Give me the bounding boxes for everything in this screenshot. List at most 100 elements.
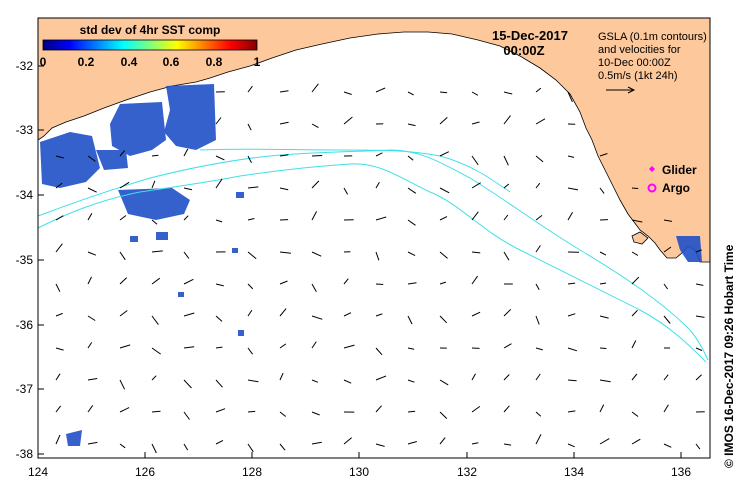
- velocity-arrow: [503, 155, 509, 166]
- y-tick-label: -32: [16, 59, 34, 73]
- velocity-arrow: [663, 246, 672, 253]
- velocity-arrow: [599, 438, 610, 445]
- velocity-arrow: [119, 277, 128, 285]
- copyright-stamp: © IMOS 16-Dec-2017 09:26 Hobart Time: [722, 244, 736, 468]
- title-time: 00:00Z: [503, 43, 544, 58]
- velocity-arrow: [631, 251, 639, 256]
- x-tick-label: 126: [135, 465, 155, 479]
- velocity-arrow: [439, 251, 448, 259]
- velocity-arrow: [183, 312, 195, 317]
- velocity-arrow: [407, 219, 416, 226]
- glider-marker-icon: [649, 166, 655, 172]
- velocity-arrow: [503, 251, 510, 261]
- velocity-arrow: [439, 411, 448, 419]
- velocity-arrow: [343, 116, 353, 125]
- velocity-arrow: [183, 443, 189, 451]
- velocity-arrow: [503, 374, 510, 381]
- velocity-arrow: [151, 219, 158, 225]
- velocity-arrow: [183, 379, 192, 389]
- velocity-arrow: [471, 211, 479, 221]
- velocity-arrow: [471, 182, 481, 189]
- velocity-arrow: [279, 187, 289, 191]
- velocity-arrow: [55, 347, 64, 351]
- velocity-arrow: [631, 219, 643, 223]
- velocity-arrow: [599, 379, 611, 383]
- velocity-arrow: [375, 283, 384, 285]
- velocity-arrow: [535, 411, 542, 417]
- velocity-arrow: [407, 282, 417, 285]
- velocity-arrow: [631, 340, 637, 349]
- y-tick-label: -33: [16, 123, 34, 137]
- velocity-arrow: [119, 181, 130, 189]
- velocity-arrow: [279, 443, 286, 451]
- velocity-arrow: [183, 215, 189, 221]
- x-tick-label: 136: [671, 465, 691, 479]
- velocity-arrow: [343, 91, 352, 95]
- velocity-arrow: [439, 91, 448, 94]
- velocity-arrow: [247, 283, 254, 290]
- velocity-arrow: [503, 308, 512, 317]
- velocity-arrow: [407, 155, 414, 161]
- velocity-arrow: [471, 311, 481, 317]
- velocity-arrow: [599, 347, 607, 349]
- velocity-arrow: [215, 117, 222, 125]
- y-tick-label: -36: [16, 318, 34, 332]
- velocity-arrow: [215, 219, 223, 223]
- velocity-arrow: [87, 405, 94, 413]
- velocity-arrow: [535, 347, 543, 351]
- velocity-arrow: [631, 309, 638, 317]
- y-axis: -32 -33 -34 -35 -36 -37 -38: [16, 59, 44, 461]
- velocity-arrow: [311, 180, 320, 189]
- colorbar-title: std dev of 4hr SST comp: [80, 23, 221, 37]
- velocity-arrow: [471, 373, 476, 381]
- velocity-arrow: [343, 278, 349, 285]
- velocity-arrow: [407, 347, 415, 350]
- velocity-arrow: [535, 118, 546, 125]
- velocity-arrow: [247, 443, 254, 453]
- velocity-arrow: [343, 312, 352, 317]
- velocity-arrow: [311, 155, 323, 157]
- x-tick-label: 130: [349, 465, 369, 479]
- velocity-arrow: [87, 276, 92, 285]
- velocity-arrow: [119, 251, 126, 261]
- velocity-arrow: [567, 347, 578, 352]
- velocity-arrow: [215, 408, 226, 413]
- velocity-arrow: [151, 180, 156, 189]
- velocity-arrow: [55, 434, 61, 445]
- velocity-arrow: [535, 215, 543, 221]
- colorbar-tick: 1: [254, 55, 261, 69]
- velocity-arrow: [375, 87, 386, 93]
- velocity-arrow: [407, 91, 414, 96]
- velocity-arrow: [695, 283, 704, 286]
- velocity-arrow: [151, 443, 157, 454]
- velocity-arrow: [375, 375, 387, 381]
- velocity-arrow: [503, 183, 510, 189]
- velocity-arrow: [535, 283, 540, 290]
- velocity-arrow: [55, 405, 61, 413]
- velocity-arrow: [247, 251, 257, 260]
- velocity-arrow: [567, 379, 577, 382]
- velocity-arrow: [247, 379, 259, 383]
- velocity-arrow: [471, 405, 481, 413]
- velocity-arrow: [407, 410, 416, 413]
- velocity-arrow: [119, 215, 127, 221]
- velocity-arrow: [311, 341, 317, 349]
- velocity-arrow: [279, 372, 284, 381]
- velocity-arrow: [87, 251, 97, 256]
- title-date: 15-Dec-2017: [492, 28, 568, 43]
- y-tick-label: -38: [16, 447, 34, 461]
- velocity-arrow: [55, 312, 63, 317]
- velocity-arrow: [151, 154, 159, 157]
- sst-patches: [40, 84, 702, 446]
- velocity-arrow: [311, 315, 323, 320]
- velocity-arrow: [471, 275, 479, 285]
- land-mass: [37, 17, 711, 263]
- argo-marker-icon: [647, 183, 657, 193]
- velocity-arrow: [215, 283, 224, 287]
- velocity-arrow: [631, 187, 639, 189]
- velocity-arrow: [567, 212, 574, 221]
- velocity-arrow: [471, 442, 479, 445]
- velocity-arrow: [247, 85, 253, 93]
- colorbar-tick: 0.2: [78, 55, 95, 69]
